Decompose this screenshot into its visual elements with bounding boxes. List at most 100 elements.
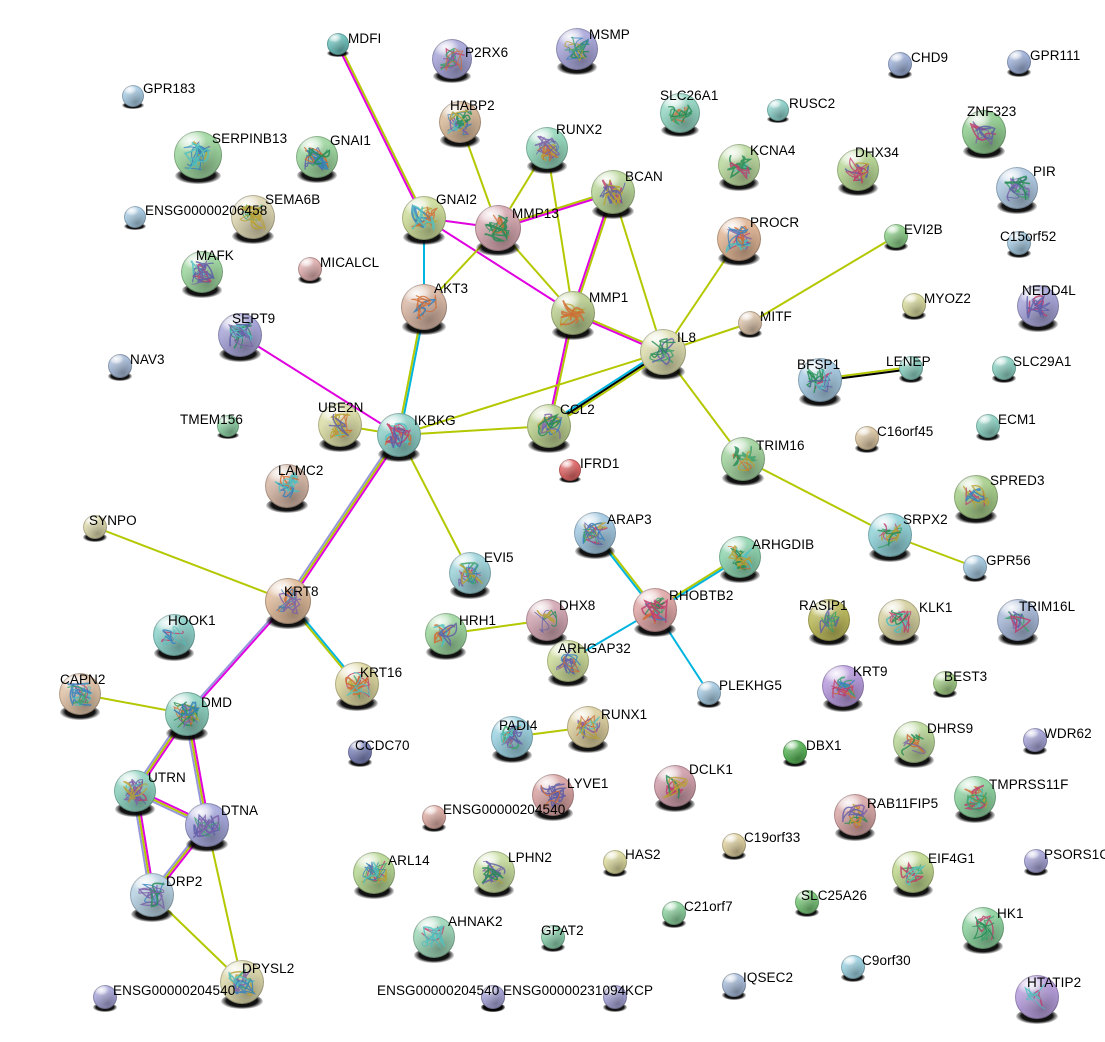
protein-node-TMEM156[interactable]: [217, 415, 239, 440]
protein-node-GPR56[interactable]: [963, 555, 987, 582]
protein-node-MAFK[interactable]: [181, 251, 223, 298]
protein-node-PROCR[interactable]: [717, 217, 761, 266]
protein-node-DHX34[interactable]: [837, 149, 879, 196]
protein-node-DTNA[interactable]: [185, 803, 229, 852]
protein-node-ARL14[interactable]: [353, 852, 395, 899]
protein-node-CHD9[interactable]: [888, 52, 912, 79]
edge-TRIM16-SRPX2[interactable]: [742, 458, 891, 536]
protein-node-LENEP[interactable]: [899, 356, 923, 383]
edge-SEPT9-IKBKG[interactable]: [239, 334, 400, 436]
protein-node-KRT16[interactable]: [335, 662, 379, 711]
protein-node-DBX1[interactable]: [783, 740, 807, 767]
edge-IL8-IKBKG[interactable]: [398, 351, 664, 436]
protein-node-GPAT2[interactable]: [541, 925, 565, 952]
protein-node-LAMC2[interactable]: [265, 464, 309, 513]
protein-node-EVI2B[interactable]: [884, 224, 908, 251]
protein-node-IKBKG[interactable]: [377, 413, 421, 462]
protein-node-RUSC2[interactable]: [767, 99, 789, 124]
protein-node-GPR111[interactable]: [1007, 50, 1031, 77]
protein-node-WDR62[interactable]: [1023, 728, 1047, 755]
protein-node-PSORS1C1[interactable]: [1024, 849, 1048, 876]
protein-node-HAS2[interactable]: [603, 850, 627, 877]
protein-node-BFSP1[interactable]: [798, 358, 842, 407]
protein-node-ENSG00000204540[interactable]: [422, 805, 446, 832]
protein-node-EVI5[interactable]: [449, 552, 491, 599]
edge-MDFI-GNAI2[interactable]: [336, 43, 426, 219]
protein-node-IQSEC2[interactable]: [722, 973, 746, 1000]
protein-node-MICALCL[interactable]: [298, 257, 322, 284]
protein-node-GPR183[interactable]: [122, 85, 144, 110]
protein-node-C19orf33[interactable]: [722, 833, 746, 860]
edge-IKBKG-KRT8[interactable]: [285, 433, 402, 603]
protein-node-SRPX2[interactable]: [868, 513, 912, 562]
protein-node-SLC26A1[interactable]: [660, 93, 700, 138]
protein-node-AHNAK2[interactable]: [413, 916, 455, 963]
edge-MITF-EVI2B[interactable]: [749, 235, 897, 324]
protein-node-TRIM16[interactable]: [721, 437, 765, 486]
protein-node-LPHN2[interactable]: [473, 851, 515, 898]
protein-node-HTATIP2[interactable]: [1015, 975, 1059, 1024]
protein-node-RHOBTB2[interactable]: [633, 588, 677, 637]
protein-node-MMP13[interactable]: [475, 205, 521, 257]
protein-node-SYNPO[interactable]: [83, 515, 107, 542]
protein-node-ARHGAP32[interactable]: [547, 640, 589, 687]
protein-node-SERPINB13[interactable]: [174, 131, 222, 185]
protein-node-BEST3[interactable]: [933, 671, 957, 698]
edge-IKBKG-CCL2[interactable]: [398, 425, 550, 436]
protein-node-GNAI1[interactable]: [296, 136, 338, 183]
edge-BCAN-IL8[interactable]: [612, 191, 664, 353]
protein-node-UBE2N[interactable]: [318, 403, 362, 452]
protein-node-IL8[interactable]: [640, 329, 686, 381]
protein-node-C21orf7[interactable]: [662, 901, 686, 928]
protein-node-NEDD4L[interactable]: [1017, 285, 1059, 332]
protein-node-TMPRSS11F[interactable]: [954, 776, 996, 823]
protein-node-EIF4G1[interactable]: [892, 851, 934, 898]
protein-node-ENSG00000231094[interactable]: [481, 985, 505, 1012]
protein-node-SPRED3[interactable]: [954, 475, 998, 524]
protein-node-DRP2[interactable]: [130, 873, 174, 922]
protein-node-C15orf52[interactable]: [1007, 231, 1031, 258]
protein-node-P2RX6[interactable]: [432, 39, 472, 84]
protein-node-ZNF323[interactable]: [962, 110, 1006, 159]
protein-node-MMP1[interactable]: [551, 291, 595, 340]
protein-node-MDFI[interactable]: [327, 33, 349, 58]
protein-node-DMD[interactable]: [165, 692, 209, 741]
protein-node-DHRS9[interactable]: [893, 721, 935, 768]
edge-GNAI2-MMP1[interactable]: [423, 217, 574, 314]
protein-node-SEMA6B[interactable]: [231, 195, 275, 244]
protein-node-C9orf30[interactable]: [841, 955, 865, 982]
protein-node-TRIM16L[interactable]: [997, 599, 1039, 646]
protein-node-KRT9[interactable]: [822, 665, 864, 712]
protein-node-RUNX1[interactable]: [567, 706, 609, 753]
protein-node-BCAN[interactable]: [591, 170, 635, 219]
protein-node-ENSG00000206458[interactable]: [124, 206, 146, 231]
protein-node-DCLK1[interactable]: [654, 765, 696, 812]
protein-node-CAPN2[interactable]: [59, 673, 101, 720]
protein-node-DPYSL2[interactable]: [220, 960, 264, 1009]
protein-node-RASIP1[interactable]: [808, 599, 850, 646]
protein-node-PADI4[interactable]: [491, 716, 533, 763]
protein-node-HRH1[interactable]: [425, 613, 467, 660]
protein-node-GNAI2[interactable]: [402, 196, 446, 245]
protein-node-ENSG00000204540[interactable]: [93, 985, 117, 1012]
protein-node-MITF[interactable]: [738, 311, 762, 338]
protein-node-PIR[interactable]: [996, 167, 1038, 214]
protein-node-RUNX2[interactable]: [526, 127, 568, 174]
protein-node-MSMP[interactable]: [556, 28, 598, 75]
protein-node-PLEKHG5[interactable]: [697, 681, 721, 708]
protein-node-CCL2[interactable]: [527, 404, 571, 453]
protein-node-KCP[interactable]: [603, 985, 627, 1012]
protein-node-LYVE1[interactable]: [532, 774, 574, 821]
protein-node-HOOK1[interactable]: [153, 614, 195, 661]
protein-node-DHX8[interactable]: [526, 599, 568, 646]
protein-node-NAV3[interactable]: [108, 354, 132, 381]
protein-node-SEPT9[interactable]: [218, 313, 262, 362]
protein-node-SLC29A1[interactable]: [992, 356, 1016, 383]
protein-node-SLC25A26[interactable]: [795, 890, 819, 917]
edge-RUNX2-MMP1[interactable]: [546, 147, 574, 314]
protein-node-ARHGDIB[interactable]: [719, 536, 761, 583]
protein-node-UTRN[interactable]: [114, 770, 156, 817]
protein-node-ECM1[interactable]: [976, 414, 1000, 441]
edge-SYNPO-KRT8[interactable]: [94, 526, 289, 602]
protein-node-KRT8[interactable]: [265, 578, 311, 630]
